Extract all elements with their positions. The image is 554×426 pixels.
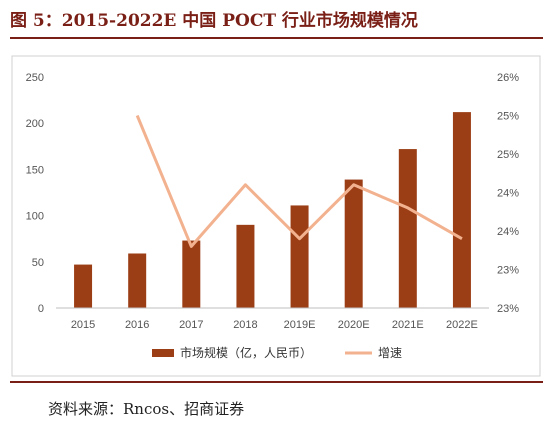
y-left-tick-label: 50 — [32, 257, 44, 269]
bar — [452, 112, 471, 308]
y-right-tick-label: 25% — [497, 149, 519, 161]
bar — [398, 149, 417, 308]
x-tick-label: 2020E — [338, 319, 370, 331]
x-tick-label: 2015 — [71, 319, 95, 331]
bar — [290, 205, 309, 308]
legend-line-label: 增速 — [378, 346, 402, 360]
y-right-tick-label: 25% — [497, 111, 519, 123]
growth-line — [135, 114, 463, 248]
x-tick-label: 2019E — [284, 319, 316, 331]
x-tick-label: 2021E — [392, 319, 424, 331]
title-rule — [10, 37, 543, 39]
y-left-tick-label: 150 — [26, 164, 44, 176]
y-left-tick-label: 100 — [26, 211, 44, 223]
source-note: 资料来源：Rncos、招商证券 — [48, 400, 245, 418]
y-right-tick-label: 23% — [497, 265, 519, 277]
bar — [236, 224, 255, 308]
chart-frame — [11, 55, 541, 377]
bar — [344, 179, 363, 308]
x-tick-label: 2018 — [233, 319, 257, 331]
chart-bottom-rule — [10, 381, 543, 383]
x-tick-label: 2022E — [446, 319, 478, 331]
y-left-tick-label: 0 — [38, 303, 44, 315]
y-right-tick-label: 23% — [497, 303, 519, 315]
legend-bar-label: 市场规模（亿，人民币） — [180, 345, 312, 360]
chart: 0 50 100 150 200 250 23% 23% 24% 24% 25% 25% 26% 20… — [11, 55, 541, 377]
y-left-tick-label: 250 — [26, 72, 44, 84]
y-right-tick-label: 26% — [497, 72, 519, 84]
bar — [128, 253, 147, 308]
legend-bar-swatch — [152, 349, 174, 357]
y-right-tick-label: 24% — [497, 226, 519, 238]
x-tick-label: 2017 — [179, 319, 203, 331]
y-right-tick-label: 24% — [497, 188, 519, 200]
figure-title: 图 5：2015-2022E 中国 POCT 行业市场规模情况 — [10, 11, 418, 31]
y-left-tick-label: 200 — [26, 118, 44, 130]
bar — [74, 264, 93, 308]
x-tick-label: 2016 — [125, 319, 149, 331]
bar — [182, 240, 201, 308]
legend: 市场规模（亿，人民币） 增速 — [152, 345, 402, 360]
